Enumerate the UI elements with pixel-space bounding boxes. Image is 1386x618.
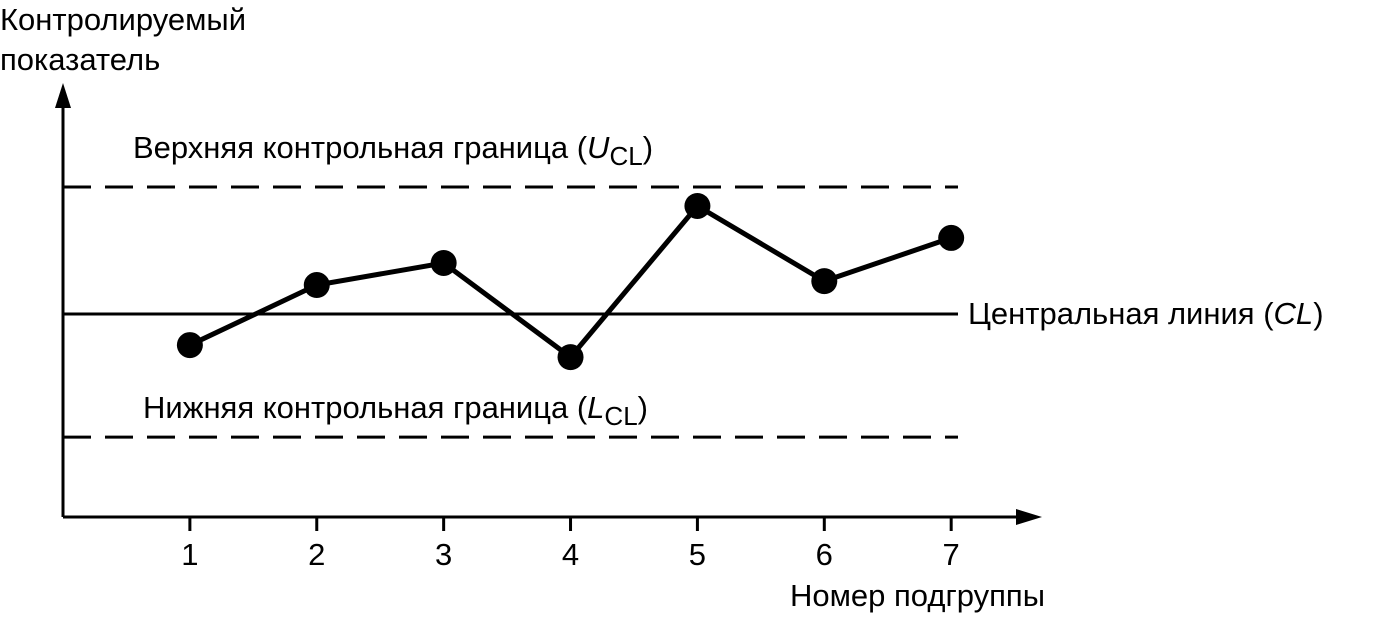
label-close: )	[643, 130, 653, 165]
y-axis-arrow	[55, 83, 71, 108]
data-point	[430, 249, 457, 276]
reference-line-label: Нижняя контрольная граница (LCL)	[143, 390, 648, 431]
x-axis-label: Номер подгруппы	[790, 578, 1045, 613]
label-close: )	[1313, 296, 1323, 331]
x-axis-arrow	[1016, 509, 1042, 525]
x-tick-label: 6	[816, 537, 833, 572]
data-point	[684, 192, 711, 219]
x-tick-label: 4	[562, 537, 579, 572]
x-tick-label: 2	[308, 537, 325, 572]
label-symbol: U	[587, 130, 610, 165]
x-tick-label: 7	[943, 537, 960, 572]
label-text: Центральная линия (	[968, 296, 1274, 331]
label-close: )	[638, 390, 648, 425]
label-text: Верхняя контрольная граница (	[133, 130, 588, 165]
y-axis-label: Контролируемый	[0, 2, 246, 37]
x-tick-label: 5	[689, 537, 706, 572]
x-tick-label: 1	[181, 537, 198, 572]
data-point	[303, 272, 330, 299]
label-symbol: CL	[1274, 296, 1314, 331]
reference-line-label: Центральная линия (CL)	[968, 296, 1324, 331]
y-axis-label: показатель	[0, 42, 160, 77]
data-point	[557, 344, 584, 371]
data-point	[176, 332, 203, 359]
label-symbol: L	[587, 390, 604, 425]
label-subscript: CL	[604, 401, 637, 431]
reference-line-label: Верхняя контрольная граница (UCL)	[133, 130, 653, 171]
data-point	[938, 224, 965, 251]
data-point	[811, 268, 838, 295]
label-text: Нижняя контрольная граница (	[143, 390, 588, 425]
x-tick-label: 3	[435, 537, 452, 572]
label-subscript: CL	[609, 141, 642, 171]
